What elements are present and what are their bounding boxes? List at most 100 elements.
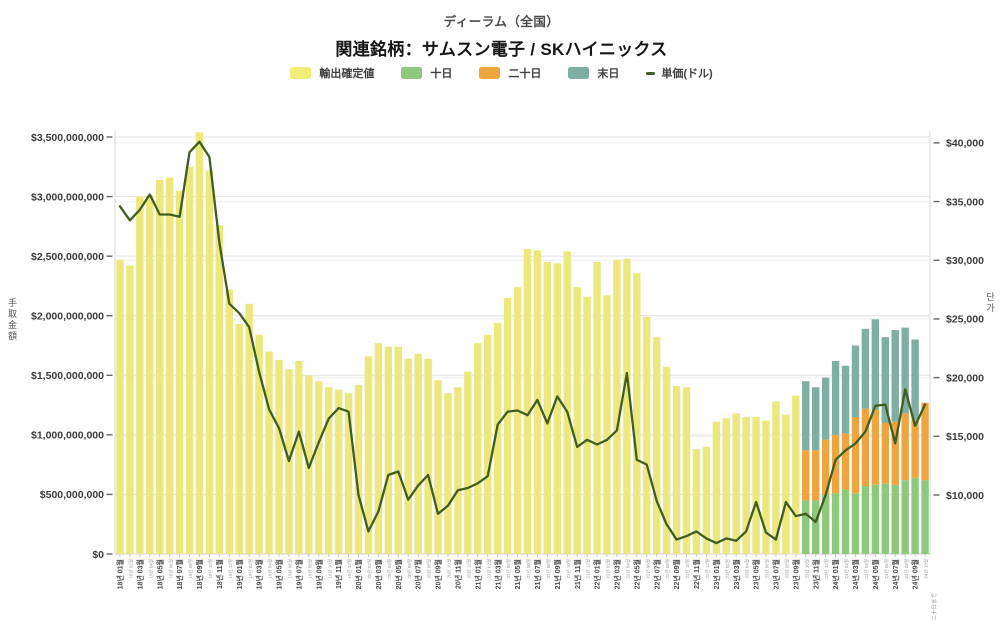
month-end-segment [851,345,860,417]
export-confirmed-bar [215,225,224,555]
x-tick-label: 24년 03월 [851,559,860,589]
day10-segment [851,493,860,554]
left-tick-label: $3,000,000,000 [31,191,104,203]
day20-segment [812,450,820,501]
day10-segment [841,489,850,554]
export-confirmed-bar [553,263,561,554]
x-tick-label: 18년 05월 [155,559,164,589]
export-confirmed-bar [563,251,571,554]
x-tick-label: 24년 06월 [883,559,890,579]
x-tick-label: 19년 08월 [306,559,313,579]
day20-segment [881,422,889,484]
x-tick-label: 19년 03월 [255,559,264,589]
x-tick-label: 22년 08월 [664,559,671,579]
x-tick-label: 22년 04월 [624,559,631,579]
export-confirmed-bar [404,358,412,554]
month-end-segment [871,319,880,410]
x-tick-label: 20년 10월 [446,559,453,579]
day20-segment [891,421,899,485]
x-tick-label: 23년 11월 [811,559,820,589]
export-confirmed-bar [722,418,730,554]
right-tick-label: $25,000 [946,314,984,326]
left-tick-label: $2,000,000,000 [31,311,104,323]
left-tick-label: $1,000,000,000 [31,430,104,442]
x-tick-label: 21년 07월 [533,559,542,589]
day10-segment [911,477,919,554]
legend: 輸出確定値 十日 二十日 末日 単価(ドル) [0,62,1003,84]
x-tick-label: 20년 06월 [406,559,413,579]
export-confirmed-bar [623,258,631,554]
export-confirmed-bar [503,297,512,554]
x-tick-label: 24년 07월 [891,559,900,589]
export-confirmed-bar [344,393,353,554]
export-confirmed-bar [573,287,581,554]
legend-item-day-20: 二十日 [479,65,541,81]
export-confirmed-bar [235,324,243,554]
export-confirmed-bar [603,295,611,554]
x-tick-label: 19년 11월 [334,559,343,589]
month-end-segment [901,327,909,414]
x-tick-label: 18년 01월 [116,559,125,589]
chart-subtitle: 関連銘柄：サムスン電子 / SKハイニックス [335,40,668,59]
right-tick-label: $15,000 [946,431,984,443]
legend-label-day-10: 十日 [430,68,453,80]
x-tick-label: 22년 02월 [605,559,612,579]
x-tick-label: 21년 04월 [505,559,512,579]
legend-swatch-day-10-icon [401,67,423,79]
export-confirmed-bar [156,179,164,554]
x-tick-label: 20년 09월 [434,559,443,589]
export-confirmed-bar [364,356,373,554]
x-tick-label: 19년 01월 [235,559,244,589]
x-tick-label: 19년 09월 [314,559,323,589]
x-tick-label: 24년 08월 [903,559,910,579]
chart-title: ディーラム（全国） [443,15,560,29]
legend-label-month-end: 末日 [597,68,620,80]
export-confirmed-bar [245,303,253,554]
export-confirmed-bar [762,420,770,554]
x-tick-label: 19년 12월 [346,559,353,579]
month-end-segment [812,387,820,451]
day20-segment [871,409,880,485]
x-tick-label: 20년 12월 [465,559,472,579]
export-confirmed-bar [165,177,174,554]
x-tick-label: 23년 08월 [783,559,790,579]
export-confirmed-bar [275,359,283,554]
x-tick-label: 23년 01월 [712,559,721,589]
legend-label-unit-price: 単価(ドル) [661,68,713,80]
day10-segment [861,486,870,554]
x-tick-label: 23년 03월 [732,559,741,589]
export-confirmed-bar [474,343,482,554]
x-tick-label: 18년 11월 [215,559,224,589]
x-tick-label: 21년 08월 [545,559,552,579]
day20-segment [861,408,870,487]
legend-item-unit-price: 単価(ドル) [646,65,713,81]
right-tick-label: $20,000 [946,372,984,384]
legend-item-day-10: 十日 [401,65,452,81]
export-confirmed-bar [613,259,621,554]
export-confirmed-bar [136,196,144,554]
x-tick-label: 19년 05월 [275,559,284,589]
export-confirmed-bar [126,265,134,554]
month-end-segment [841,365,850,434]
partial-month-note: 二十日まで [930,593,938,621]
x-tick-label: 24년 09월 [911,559,920,589]
export-confirmed-bar [175,190,184,555]
export-confirmed-bar [493,322,502,554]
x-tick-label: 18년 12월 [227,559,234,579]
day10-segment [802,500,810,554]
x-tick-label: 21년 10월 [565,559,572,579]
legend-item-month-end: 末日 [568,65,619,81]
export-confirmed-bar [225,289,233,554]
export-confirmed-bar [782,414,790,554]
x-tick-label: 23년 05월 [752,559,761,589]
left-tick-label: $3,500,000,000 [31,132,104,144]
day20-segment [911,419,919,478]
export-confirmed-bar [116,259,124,554]
x-tick-label: 19년 02월 [247,559,254,579]
x-tick-label: 20년 02월 [366,559,373,579]
month-end-segment [821,377,830,440]
legend-swatch-month-end-icon [568,67,590,79]
x-tick-label: 21년 06월 [525,559,532,579]
export-confirmed-bar [484,334,492,554]
